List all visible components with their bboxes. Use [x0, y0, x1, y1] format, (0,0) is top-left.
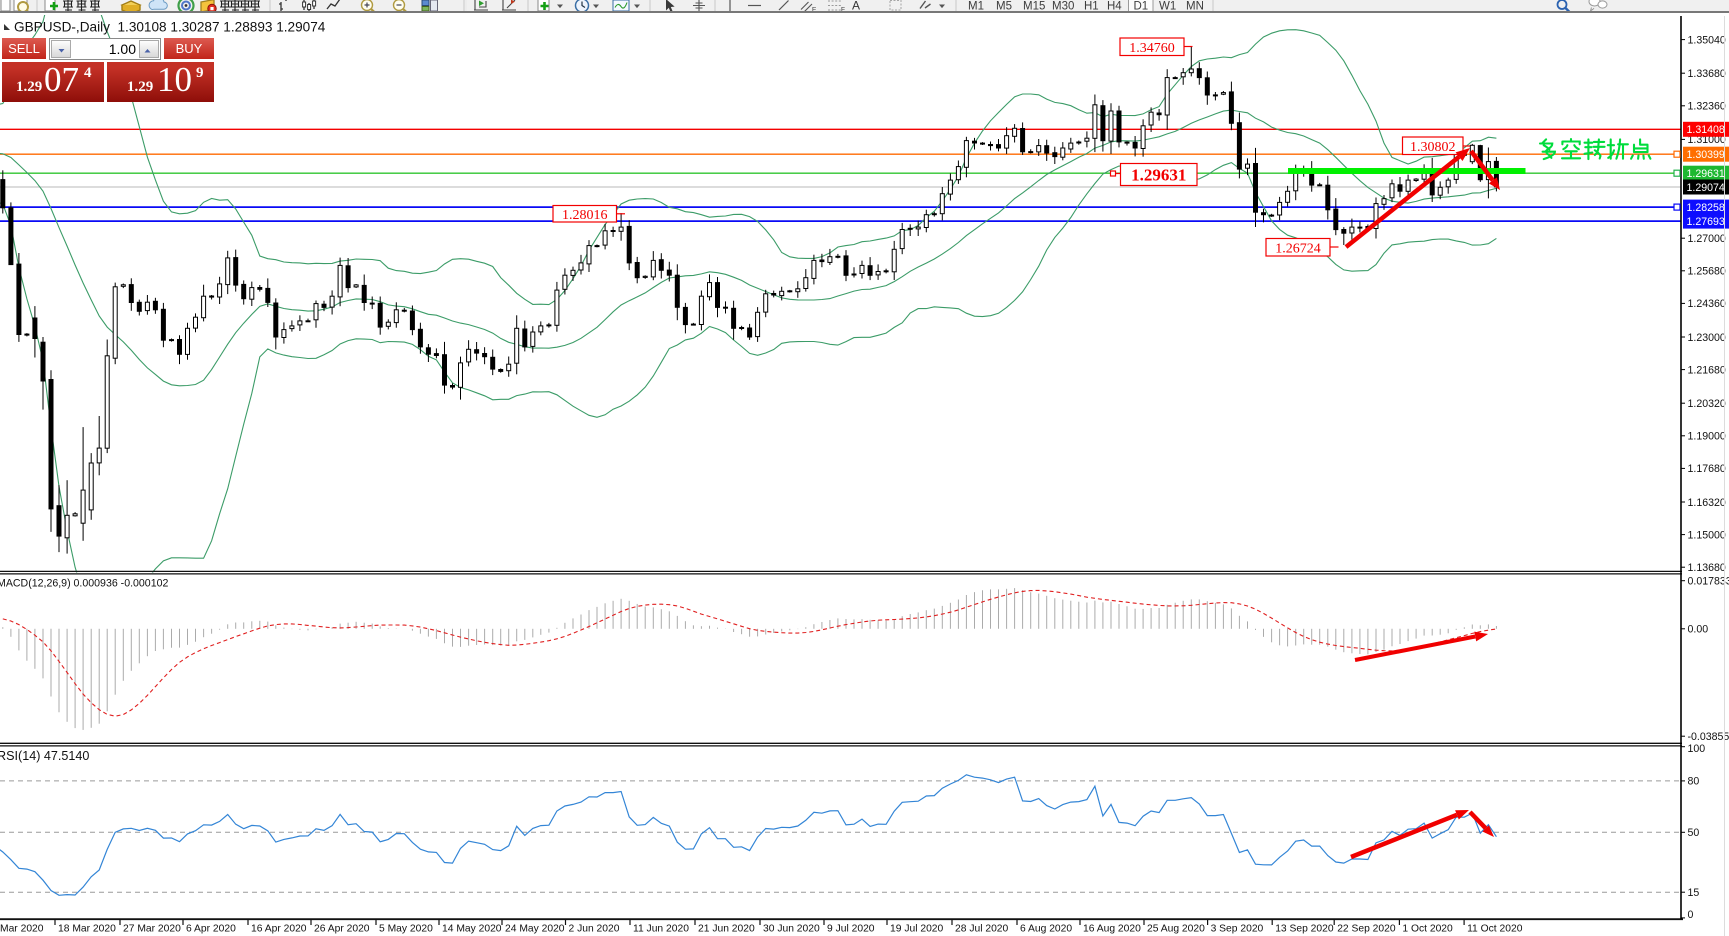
- svg-text:1.13680: 1.13680: [1688, 562, 1726, 574]
- svg-text:1.16320: 1.16320: [1688, 497, 1726, 509]
- svg-text:1 Oct 2020: 1 Oct 2020: [1402, 924, 1453, 935]
- svg-text:1.27693: 1.27693: [1687, 216, 1725, 228]
- svg-text:A: A: [852, 0, 860, 13]
- svg-text:1.17680: 1.17680: [1688, 463, 1726, 475]
- svg-text:19 Jul 2020: 19 Jul 2020: [890, 924, 944, 935]
- svg-text:1.30802: 1.30802: [1410, 140, 1456, 155]
- svg-text:MN: MN: [1186, 1, 1204, 13]
- svg-text:RSI(14) 47.5140: RSI(14) 47.5140: [0, 749, 89, 763]
- svg-text:24 May 2020: 24 May 2020: [505, 924, 565, 935]
- svg-text:1.34760: 1.34760: [1129, 41, 1175, 56]
- svg-text:22 Sep 2020: 22 Sep 2020: [1337, 924, 1396, 935]
- svg-text:1.21680: 1.21680: [1688, 364, 1726, 376]
- svg-text:1.23000: 1.23000: [1688, 332, 1726, 344]
- svg-text:21 Jun 2020: 21 Jun 2020: [698, 924, 755, 935]
- svg-text:1.32360: 1.32360: [1688, 101, 1726, 113]
- svg-text:6 Apr 2020: 6 Apr 2020: [186, 924, 236, 935]
- svg-text:1.25680: 1.25680: [1688, 266, 1726, 278]
- svg-text:15: 15: [1688, 887, 1700, 899]
- svg-text:-0.038559: -0.038559: [1688, 731, 1729, 743]
- svg-text:3 Sep 2020: 3 Sep 2020: [1211, 924, 1264, 935]
- svg-text:1.30399: 1.30399: [1687, 149, 1725, 161]
- svg-text:H1: H1: [1084, 1, 1099, 13]
- svg-text:26 Apr 2020: 26 Apr 2020: [314, 924, 370, 935]
- svg-text:0: 0: [1688, 909, 1694, 921]
- svg-text:16 Aug 2020: 16 Aug 2020: [1083, 924, 1141, 935]
- svg-text:18 Mar 2020: 18 Mar 2020: [58, 924, 116, 935]
- svg-text:D1: D1: [1134, 1, 1149, 13]
- svg-text:F: F: [841, 7, 845, 14]
- svg-text:0.017833: 0.017833: [1688, 576, 1729, 588]
- svg-text:27 Mar 2020: 27 Mar 2020: [123, 924, 181, 935]
- svg-text:16 Apr 2020: 16 Apr 2020: [251, 924, 307, 935]
- svg-text:1.31000: 1.31000: [1688, 134, 1726, 146]
- svg-text:2 Jun 2020: 2 Jun 2020: [569, 924, 620, 935]
- svg-text:1.19000: 1.19000: [1688, 431, 1726, 443]
- svg-text:14 May 2020: 14 May 2020: [442, 924, 502, 935]
- svg-text:M30: M30: [1052, 1, 1074, 13]
- svg-text:1.29631: 1.29631: [1687, 168, 1725, 180]
- svg-text:GBPUSD-,Daily 1.30108 1.30287: GBPUSD-,Daily 1.30108 1.30287 1.28893 1.…: [14, 20, 326, 35]
- svg-text:5 May 2020: 5 May 2020: [379, 924, 433, 935]
- svg-text:Mar 2020: Mar 2020: [0, 924, 44, 935]
- svg-text:30 Jun 2020: 30 Jun 2020: [763, 924, 820, 935]
- svg-text:1.31408: 1.31408: [1687, 124, 1725, 136]
- svg-text:100: 100: [1688, 743, 1706, 755]
- svg-text:0.00: 0.00: [1688, 624, 1709, 636]
- svg-text:1.27000: 1.27000: [1688, 233, 1726, 245]
- svg-text:1.15000: 1.15000: [1688, 529, 1726, 541]
- svg-text:1.26724: 1.26724: [1275, 241, 1321, 256]
- svg-text:1.20320: 1.20320: [1688, 398, 1726, 410]
- svg-text:1.28016: 1.28016: [562, 208, 608, 223]
- svg-text:M5: M5: [996, 1, 1012, 13]
- svg-text:E: E: [812, 7, 817, 14]
- svg-text:28 Jul 2020: 28 Jul 2020: [955, 924, 1009, 935]
- svg-text:1.29631: 1.29631: [1131, 166, 1186, 185]
- svg-text:H4: H4: [1107, 1, 1122, 13]
- svg-text:9 Jul 2020: 9 Jul 2020: [827, 924, 875, 935]
- svg-text:80: 80: [1688, 776, 1700, 788]
- svg-text:1.35040: 1.35040: [1688, 34, 1726, 46]
- svg-text:1.28258: 1.28258: [1687, 202, 1725, 214]
- svg-text:M1: M1: [968, 1, 984, 13]
- svg-text:W1: W1: [1159, 1, 1176, 13]
- svg-text:1.33680: 1.33680: [1688, 68, 1726, 80]
- svg-text:11 Oct 2020: 11 Oct 2020: [1467, 924, 1523, 935]
- svg-text:1.24360: 1.24360: [1688, 298, 1726, 310]
- svg-text:M15: M15: [1023, 1, 1045, 13]
- svg-text:50: 50: [1688, 827, 1700, 839]
- svg-text:MACD(12,26,9) 0.000936 -0.0001: MACD(12,26,9) 0.000936 -0.000102: [0, 578, 168, 590]
- svg-text:13 Sep 2020: 13 Sep 2020: [1275, 924, 1334, 935]
- svg-text:1.29074: 1.29074: [1687, 182, 1725, 194]
- svg-text:25 Aug 2020: 25 Aug 2020: [1147, 924, 1205, 935]
- svg-text:6 Aug 2020: 6 Aug 2020: [1020, 924, 1072, 935]
- svg-text:11 Jun 2020: 11 Jun 2020: [633, 924, 689, 935]
